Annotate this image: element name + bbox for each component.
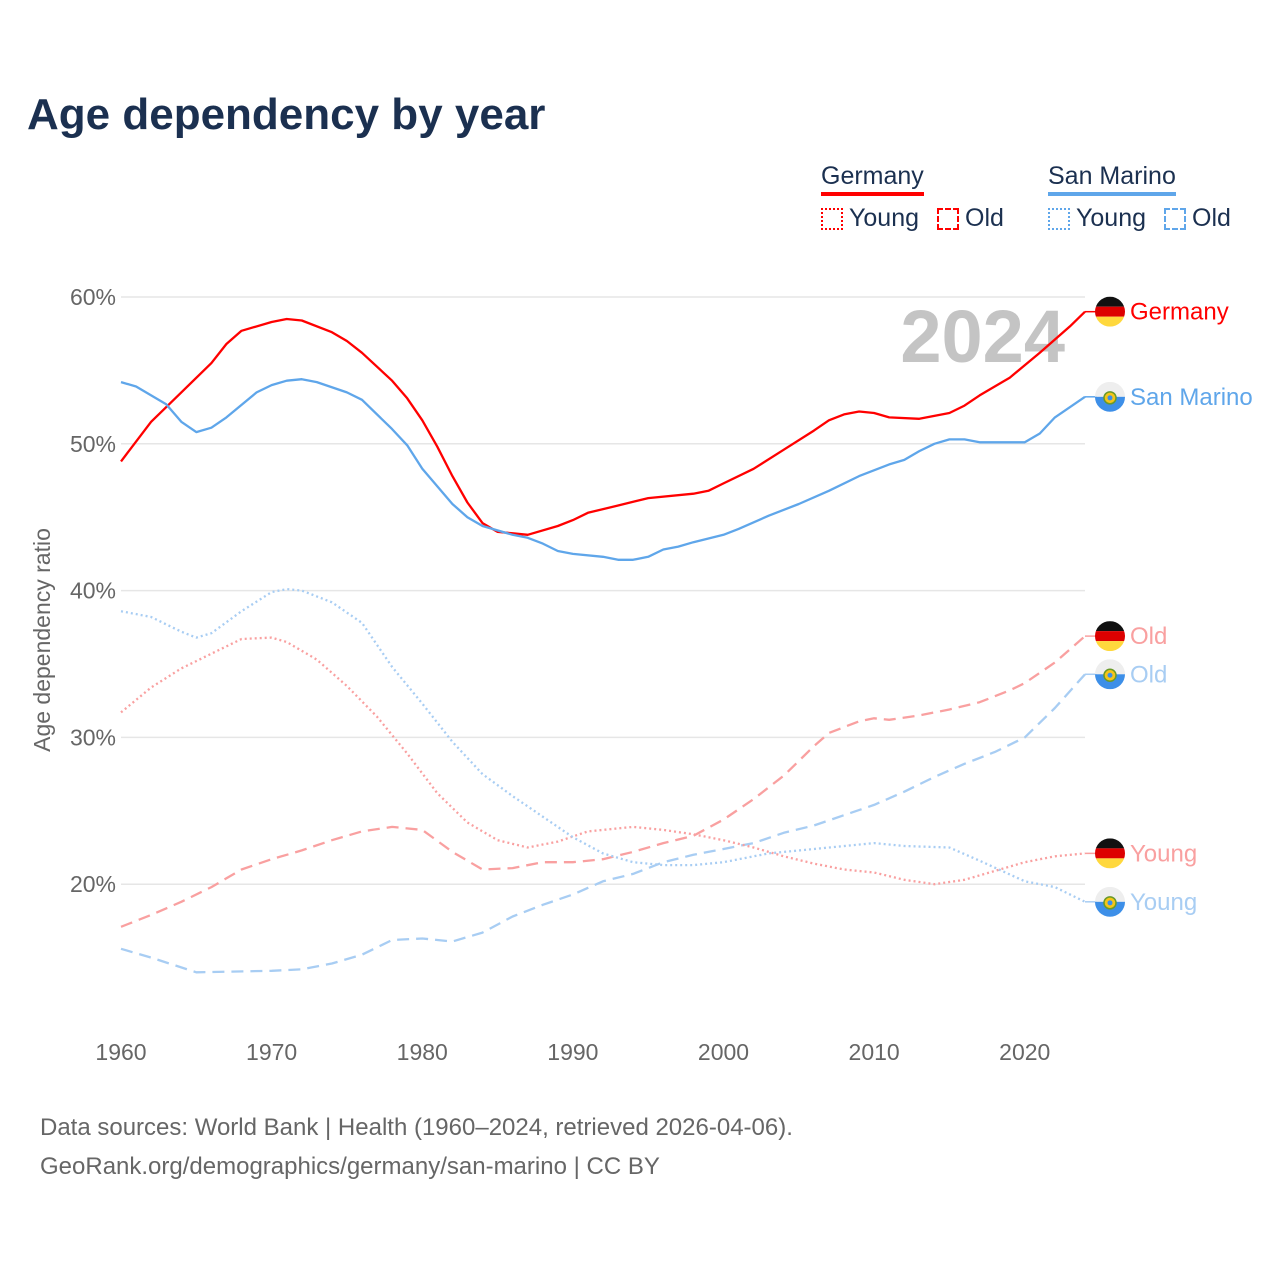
y-axis-label: Age dependency ratio <box>29 528 55 752</box>
series-end-label: Old <box>1130 623 1167 650</box>
san-marino-flag-icon <box>1095 381 1125 412</box>
source-line-1: Data sources: World Bank | Health (1960–… <box>40 1114 793 1141</box>
legend-san-marino-young: Young <box>1048 204 1146 233</box>
series-end-label: Young <box>1130 840 1197 867</box>
legend-san-marino: San Marino Young Old <box>1048 162 1243 233</box>
dotted-swatch-icon <box>821 207 843 230</box>
x-tick-label: 2020 <box>999 1039 1050 1065</box>
germany-flag-icon <box>1095 621 1125 652</box>
dashed-swatch-icon <box>937 207 959 230</box>
series-line-germany-young <box>120 636 1086 886</box>
germany-flag-icon <box>1095 838 1125 869</box>
legend-germany: Germany Young Old <box>821 162 1016 233</box>
legend-label: Old <box>1192 204 1231 232</box>
series-line-germany <box>120 310 1086 536</box>
source-line-2[interactable]: GeoRank.org/demographics/germany/san-mar… <box>40 1153 660 1180</box>
legend-germany-title: Germany <box>821 162 924 196</box>
x-tick-label: 1960 <box>95 1039 146 1065</box>
source-note: Data sources: World Bank | Health (1960–… <box>40 1108 793 1186</box>
series-end-label: San Marino <box>1130 384 1253 411</box>
series-line-san-marino-young <box>120 587 1086 903</box>
series-end-label: Old <box>1130 661 1167 688</box>
dotted-swatch-icon <box>1048 207 1070 230</box>
x-tick-label: 1980 <box>397 1039 448 1065</box>
series-line-san-marino-old <box>120 673 1086 974</box>
x-tick-label: 2000 <box>698 1039 749 1065</box>
page-title: Age dependency by year <box>27 90 546 139</box>
y-tick-label: 50% <box>70 431 116 457</box>
legend-label: Young <box>1076 204 1146 232</box>
x-tick-label: 2010 <box>849 1039 900 1065</box>
legend-label: Old <box>965 204 1004 232</box>
legend-label: Young <box>849 204 919 232</box>
series-line-germany-old <box>120 635 1086 928</box>
legend-germany-old: Old <box>937 204 1004 233</box>
series-line-san-marino <box>120 378 1086 561</box>
series-end-label: Young <box>1130 889 1197 916</box>
series-end-label: Germany <box>1130 299 1229 326</box>
year-watermark: 2024 <box>900 295 1065 378</box>
x-tick-label: 1990 <box>547 1039 598 1065</box>
y-tick-label: 30% <box>70 724 116 750</box>
dashed-swatch-icon <box>1164 207 1186 230</box>
legend-germany-young: Young <box>821 204 919 233</box>
legend-san-marino-old: Old <box>1164 204 1231 233</box>
legend-san-marino-title: San Marino <box>1048 162 1176 196</box>
x-tick-label: 1970 <box>246 1039 297 1065</box>
y-tick-label: 20% <box>70 871 116 897</box>
san-marino-flag-icon <box>1095 659 1125 690</box>
germany-flag-icon <box>1095 296 1125 327</box>
san-marino-flag-icon <box>1095 886 1125 917</box>
y-tick-label: 40% <box>70 578 116 604</box>
y-tick-label: 60% <box>70 284 116 310</box>
